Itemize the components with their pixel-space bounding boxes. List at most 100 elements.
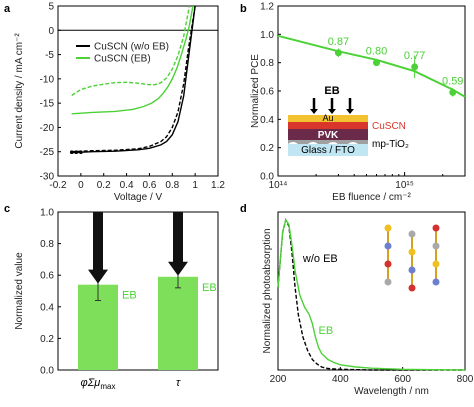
panel-c-y-tick-label: 0.2 bbox=[40, 334, 54, 345]
panel-b-y-tick-label: 0.0 bbox=[260, 172, 274, 183]
panel-b-letter: b bbox=[240, 3, 247, 15]
panel-a-x-tick-label: 0 bbox=[78, 180, 84, 191]
panel-a-x-tick-label: 0.6 bbox=[142, 180, 156, 191]
panel-d-crystal-structure-image bbox=[384, 224, 440, 292]
panel-a-x-tick-label: 1.2 bbox=[211, 180, 225, 191]
panel-b-point bbox=[334, 49, 342, 57]
panel-b-point bbox=[411, 63, 419, 71]
panel-b-x-tick-label: 10¹⁵ bbox=[395, 180, 414, 191]
panel-c-bar-label: EB bbox=[122, 290, 137, 302]
panel-d-x-axis-label: Wavelength / nm bbox=[354, 386, 429, 397]
panel-c-y-axis-label: Normalized value bbox=[14, 252, 25, 330]
panel-d-x-tick-label: 600 bbox=[394, 374, 411, 385]
crystal-atom bbox=[432, 224, 440, 232]
panel-a-y-tick-label: -25 bbox=[40, 147, 55, 158]
panel-d-series-1-line bbox=[277, 218, 466, 371]
panel-a-y-tick-label: -20 bbox=[40, 123, 55, 134]
panel-b-inset-layer-cuscn bbox=[288, 122, 368, 129]
panel-b-y-tick-label: 0.8 bbox=[260, 58, 274, 69]
panel-c-y-tick-label: 0.4 bbox=[40, 302, 54, 313]
panel-b-point-label: 0.80 bbox=[366, 46, 387, 58]
panel-c-plot-frame bbox=[57, 211, 219, 371]
panel-d-series-label-eb: EB bbox=[319, 325, 334, 337]
panel-b-point bbox=[373, 59, 381, 67]
panel-c-bar bbox=[158, 276, 198, 370]
panel-c-category-label: τ bbox=[176, 377, 181, 389]
crystal-atom bbox=[408, 266, 416, 274]
panel-a-y-tick-label: -5 bbox=[45, 50, 54, 61]
panel-c-y-tick-label: 0.0 bbox=[40, 366, 54, 377]
panel-c-y-tick-label: 1.0 bbox=[40, 208, 54, 219]
panel-d-y-axis-label: Normalized photoabsorption bbox=[262, 228, 273, 353]
panel-c-bar-label: EB bbox=[202, 282, 217, 294]
panel-c-arrow-shaft bbox=[173, 212, 183, 263]
panel-b-y-tick-label: 1.0 bbox=[260, 30, 274, 41]
panel-a-y-tick-label: -15 bbox=[40, 99, 55, 110]
panel-b-point-label: 0.77 bbox=[404, 50, 425, 62]
panel-b-y-tick-label: 1.2 bbox=[260, 2, 274, 13]
panel-a-x-tick-label: 1 bbox=[192, 180, 198, 191]
panel-a-x-tick-label: 0.2 bbox=[97, 180, 111, 191]
crystal-atom bbox=[432, 260, 440, 268]
panel-a-marker bbox=[79, 150, 83, 154]
panel-b-y-tick-label: 0.4 bbox=[260, 115, 274, 126]
panel-b-inset-arrowhead bbox=[310, 109, 318, 114]
panel-b-y-axis-label: Normalized PCE bbox=[250, 54, 261, 128]
crystal-atom bbox=[408, 284, 416, 292]
panel-b-point bbox=[449, 88, 457, 96]
panel-c-category-label: φΣμmax bbox=[81, 377, 116, 391]
panel-a-y-tick-label: -30 bbox=[40, 172, 55, 183]
panel-b-inset-layer-au bbox=[288, 115, 368, 122]
panel-b-inset-arrowhead bbox=[328, 109, 336, 114]
panel-a-marker bbox=[74, 150, 79, 154]
panel-b-point-label: 0.59 bbox=[442, 75, 463, 87]
panel-c-y-tick-label: 0.6 bbox=[40, 271, 54, 282]
panel-a-series-2-line bbox=[71, 5, 194, 115]
panel-c-letter: c bbox=[4, 203, 10, 215]
panel-a-legend-label: CuSCN (EB) bbox=[94, 54, 151, 65]
panel-b-inset-tio2-label: mp-TiO₂ bbox=[372, 139, 409, 150]
panel-b-inset-layer-tio2 bbox=[288, 140, 368, 146]
crystal-atom bbox=[432, 242, 440, 250]
panel-c-y-tick-label: 0.8 bbox=[40, 239, 54, 250]
panel-b-inset-glass-label: Glass / FTO bbox=[301, 145, 355, 156]
panel-c-arrowhead bbox=[88, 269, 108, 284]
panel-d-letter: d bbox=[240, 203, 247, 215]
panel-b-point-label: 0.87 bbox=[328, 36, 349, 48]
panel-a-legend-label: CuSCN (w/o EB) bbox=[94, 42, 169, 53]
crystal-atom bbox=[384, 224, 392, 232]
panel-b-x-axis-label: EB fluence / cm⁻² bbox=[332, 192, 411, 203]
crystal-atom bbox=[408, 230, 416, 238]
panel-d-series-label-woeb: w/o EB bbox=[302, 253, 338, 265]
panel-b-inset-cuscn-label: CuSCN bbox=[372, 121, 406, 132]
crystal-atom bbox=[384, 260, 392, 268]
panel-b-inset-pvk-label: PVK bbox=[318, 130, 339, 141]
panel-a-plot-frame bbox=[57, 5, 219, 177]
panel-c-arrow-shaft bbox=[93, 212, 103, 271]
panel-a-x-tick-label: 0.8 bbox=[165, 180, 179, 191]
panel-b-inset-arrow-label: EB bbox=[324, 85, 339, 97]
crystal-atom bbox=[384, 278, 392, 286]
panel-a-y-tick-label: 5 bbox=[48, 2, 54, 13]
panel-b-inset-arrowhead bbox=[346, 109, 354, 114]
panel-a-x-tick-label: 0.4 bbox=[120, 180, 134, 191]
panel-a-letter: a bbox=[4, 3, 11, 15]
panel-a-series-1-line bbox=[71, 5, 196, 153]
panel-a-marker bbox=[69, 150, 74, 154]
panel-a-y-tick-label: 0 bbox=[48, 26, 54, 37]
panel-b-inset-layer-glass bbox=[288, 144, 368, 156]
panel-d-x-tick-label: 200 bbox=[270, 374, 287, 385]
panel-b-y-tick-label: 0.2 bbox=[260, 143, 274, 154]
panel-b-inset-layer-pvk bbox=[288, 129, 368, 140]
panel-d-x-tick-label: 400 bbox=[332, 374, 349, 385]
panel-a-x-tick-label: -0.2 bbox=[49, 180, 67, 191]
panel-a-series-0-line bbox=[71, 5, 196, 154]
panel-a-series-3-line bbox=[71, 5, 191, 96]
panel-b-y-tick-label: 0.6 bbox=[260, 87, 274, 98]
crystal-atom bbox=[408, 248, 416, 256]
panel-d-x-tick-label: 800 bbox=[457, 374, 474, 385]
crystal-atom bbox=[432, 278, 440, 286]
panel-b-inset-au-label: Au bbox=[322, 113, 333, 123]
panel-a-x-axis-label: Voltage / V bbox=[114, 192, 163, 203]
